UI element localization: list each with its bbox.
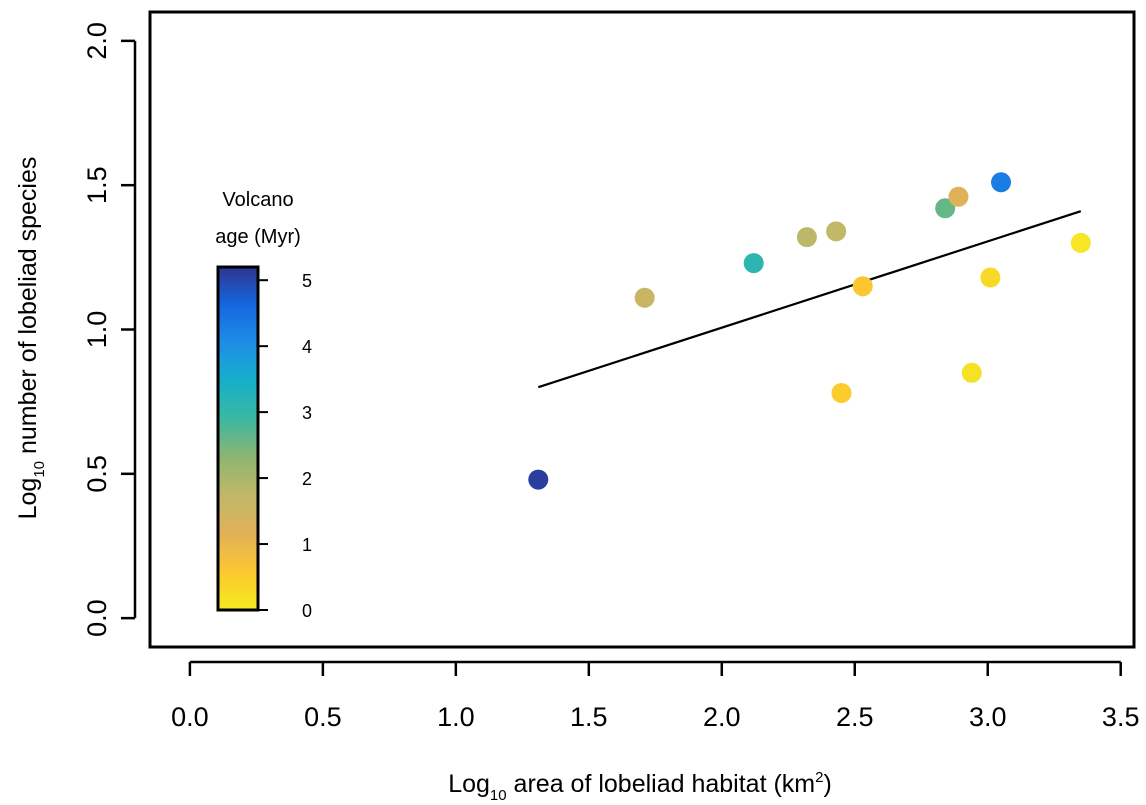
x-axis-title-end: ) <box>823 770 831 798</box>
y-axis-title-rest: number of lobeliad species <box>14 157 42 461</box>
y-axis-title-main: Log <box>14 478 42 520</box>
data-point-3 <box>743 253 764 274</box>
y-tick-label-3: 1.5 <box>82 166 112 204</box>
data-point-1 <box>528 469 549 490</box>
y-tick-label-1: 0.5 <box>82 455 112 493</box>
data-point-4 <box>796 227 817 248</box>
data-point-5 <box>826 221 847 242</box>
x-axis-title-rest: area of lobeliad habitat (km <box>507 770 816 798</box>
data-point-7 <box>852 276 873 297</box>
x-tick-label-3: 1.5 <box>570 702 608 732</box>
x-tick-label-5: 2.5 <box>836 702 874 732</box>
x-tick-label-1: 0.5 <box>304 702 342 732</box>
plot-frame <box>148 10 1136 649</box>
x-tick-label-4: 2.0 <box>703 702 741 732</box>
y-axis-title-sub: 10 <box>31 461 48 478</box>
x-tick-label-2: 1.0 <box>437 702 475 732</box>
colorbar-title-line1: Volcano <box>222 189 293 211</box>
data-point-13 <box>1070 232 1091 253</box>
colorbar <box>216 265 260 612</box>
colorbar-tick-label-2: 2 <box>302 469 312 489</box>
y-tick-label-2: 1.0 <box>82 311 112 349</box>
x-tick-label-6: 3.0 <box>969 702 1007 732</box>
data-point-11 <box>980 267 1001 288</box>
data-point-12 <box>991 172 1012 193</box>
regression-line <box>537 210 1082 389</box>
colorbar-title-line2: age (Myr) <box>215 226 301 248</box>
data-point-10 <box>961 362 982 383</box>
colorbar-tick-label-5: 5 <box>302 271 312 291</box>
data-point-2 <box>634 287 655 308</box>
data-point-8 <box>935 198 956 219</box>
data-point-6 <box>831 383 852 403</box>
x-axis-title-sup: 2 <box>815 769 823 786</box>
x-axis-title-sub: 10 <box>490 787 507 804</box>
colorbar-tick-label-4: 4 <box>302 337 312 357</box>
y-tick-label-4: 2.0 <box>82 22 112 60</box>
data-point-9 <box>948 186 969 207</box>
x-tick-label-7: 3.5 <box>1102 702 1140 732</box>
y-axis-title: Log10 number of lobeliad species <box>14 157 48 520</box>
colorbar-tick-label-0: 0 <box>302 601 312 621</box>
colorbar-tick-label-3: 3 <box>302 403 312 423</box>
y-tick-label-0: 0.0 <box>82 599 112 637</box>
x-axis-title: Log10 area of lobeliad habitat (km2) <box>448 769 832 804</box>
colorbar-tick-label-1: 1 <box>302 535 312 555</box>
x-axis-title-main: Log <box>448 770 490 798</box>
x-tick-label-0: 0.0 <box>171 702 209 732</box>
